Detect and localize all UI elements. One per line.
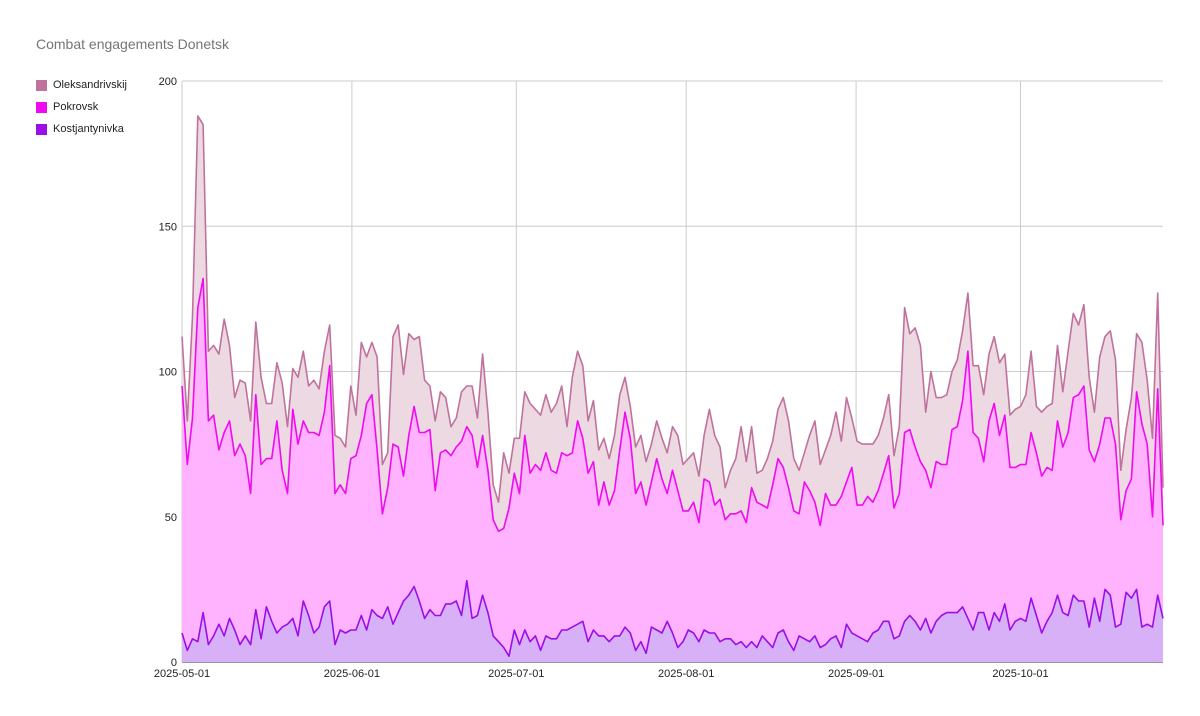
y-tick-label: 100: [159, 367, 177, 379]
area-pokrovsk: [182, 278, 1163, 657]
chart-title: Combat engagements Donetsk: [36, 36, 229, 52]
legend-item: Kostjantynivka: [36, 118, 127, 140]
y-tick-label: 50: [165, 512, 177, 524]
area-kostjantynivka: [182, 580, 1163, 662]
legend-swatch: [36, 123, 47, 135]
legend-label: Pokrovsk: [53, 101, 99, 113]
legend-label: Oleksandrivskij: [53, 79, 127, 91]
y-tick-label: 0: [171, 657, 177, 669]
x-tick-label: 2025-06-01: [324, 668, 380, 680]
y-tick-label: 200: [159, 76, 177, 88]
x-tick-label: 2025-05-01: [154, 668, 210, 680]
x-tick-label: 2025-07-01: [488, 668, 544, 680]
legend-swatch: [36, 79, 47, 91]
area-oleksandrivskij: [182, 115, 1163, 532]
legend-item: Oleksandrivskij: [36, 74, 127, 96]
legend-swatch: [36, 101, 47, 113]
x-tick-label: 2025-08-01: [658, 668, 714, 680]
x-tick-label: 2025-10-01: [992, 668, 1048, 680]
x-tick-label: 2025-09-01: [828, 668, 884, 680]
line-pokrovsk: [181, 277, 1164, 533]
y-tick-label: 150: [159, 221, 177, 233]
legend-item: Pokrovsk: [36, 96, 127, 118]
legend: Oleksandrivskij Pokrovsk Kostjantynivka: [36, 74, 127, 140]
line-oleksandrivskij: [181, 115, 1164, 503]
legend-label: Kostjantynivka: [53, 123, 124, 135]
line-kostjantynivka: [181, 579, 1164, 657]
